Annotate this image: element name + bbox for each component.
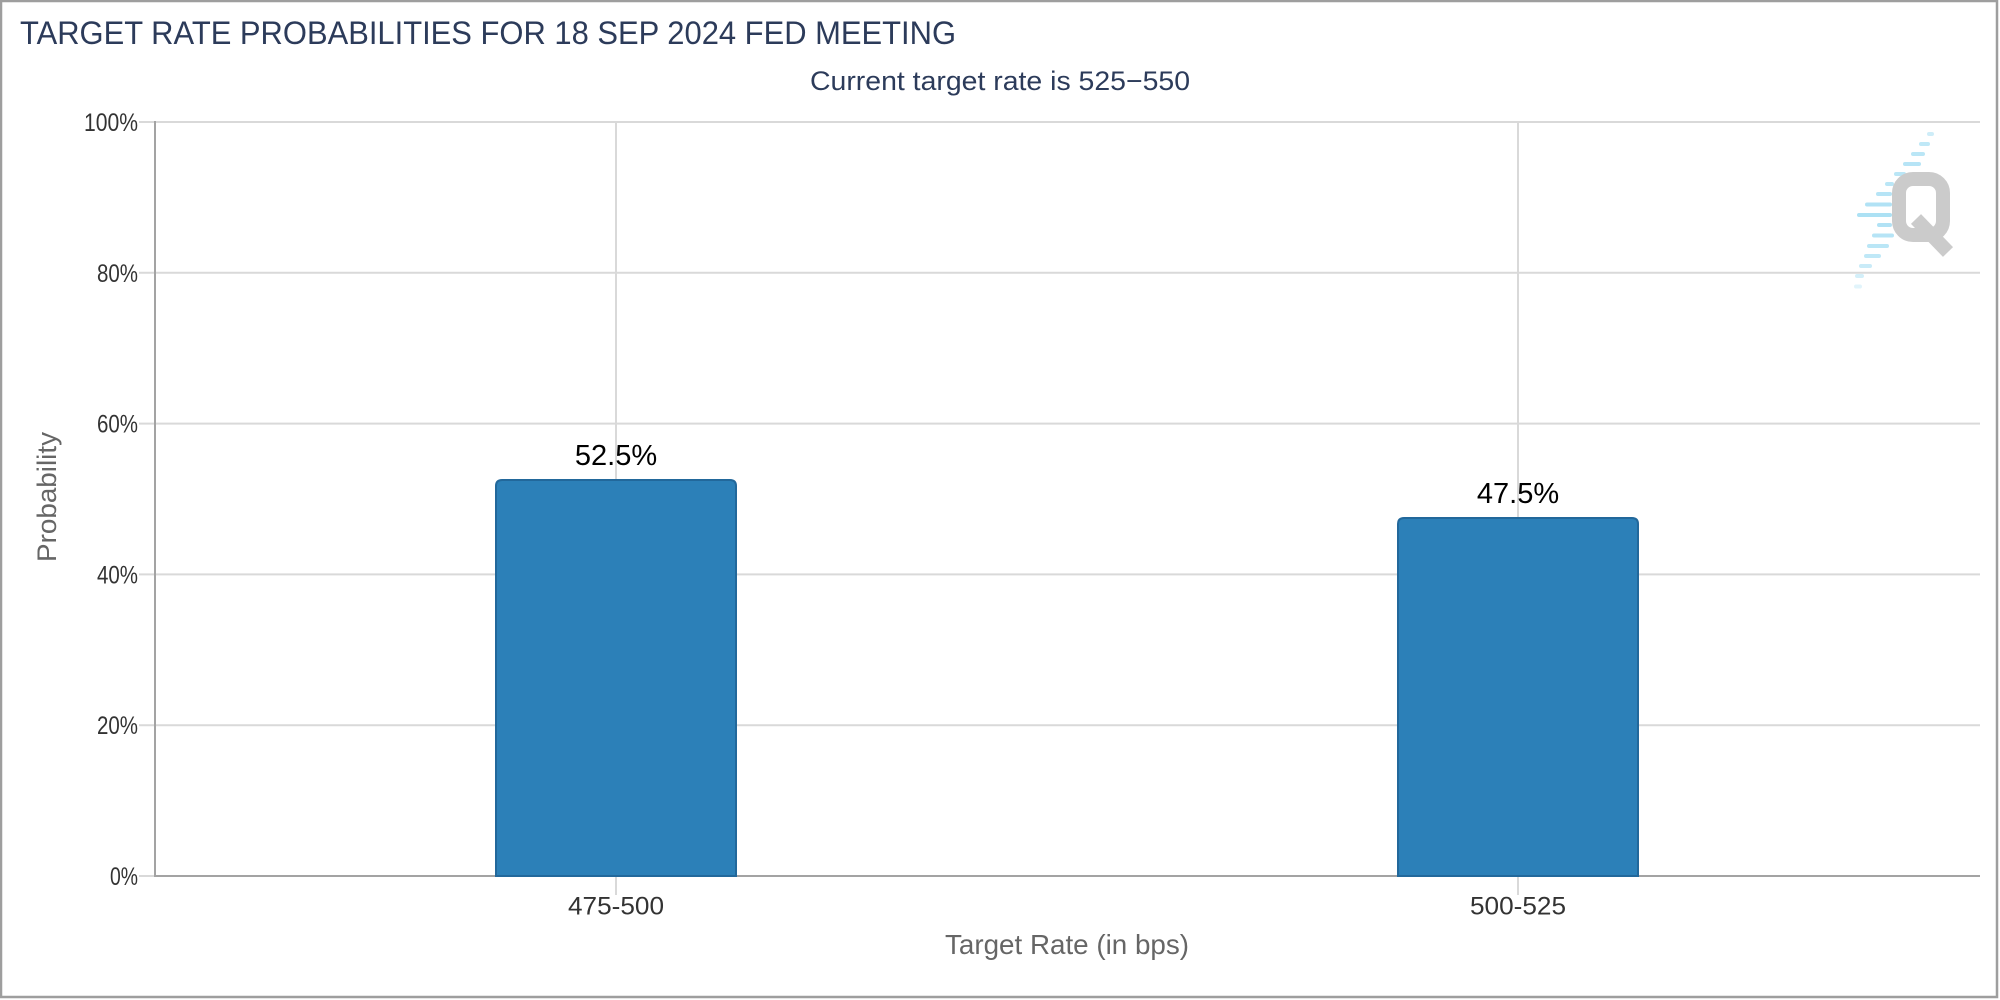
svg-text:0%: 0% bbox=[110, 863, 138, 891]
svg-text:475-500: 475-500 bbox=[568, 893, 664, 921]
svg-text:40%: 40% bbox=[97, 561, 138, 589]
svg-text:100%: 100% bbox=[84, 109, 138, 137]
svg-text:80%: 80% bbox=[97, 260, 138, 288]
svg-text:500-525: 500-525 bbox=[1470, 893, 1566, 921]
svg-text:60%: 60% bbox=[97, 411, 138, 439]
svg-text:20%: 20% bbox=[97, 712, 138, 740]
svg-text:TARGET RATE PROBABILITIES FOR: TARGET RATE PROBABILITIES FOR 18 SEP 202… bbox=[20, 15, 956, 51]
svg-text:Current target rate is 525−550: Current target rate is 525−550 bbox=[810, 66, 1190, 96]
svg-text:47.5%: 47.5% bbox=[1477, 478, 1559, 510]
svg-text:Probability: Probability bbox=[32, 431, 62, 562]
svg-text:Target Rate (in bps): Target Rate (in bps) bbox=[945, 929, 1189, 960]
svg-text:52.5%: 52.5% bbox=[575, 440, 657, 472]
